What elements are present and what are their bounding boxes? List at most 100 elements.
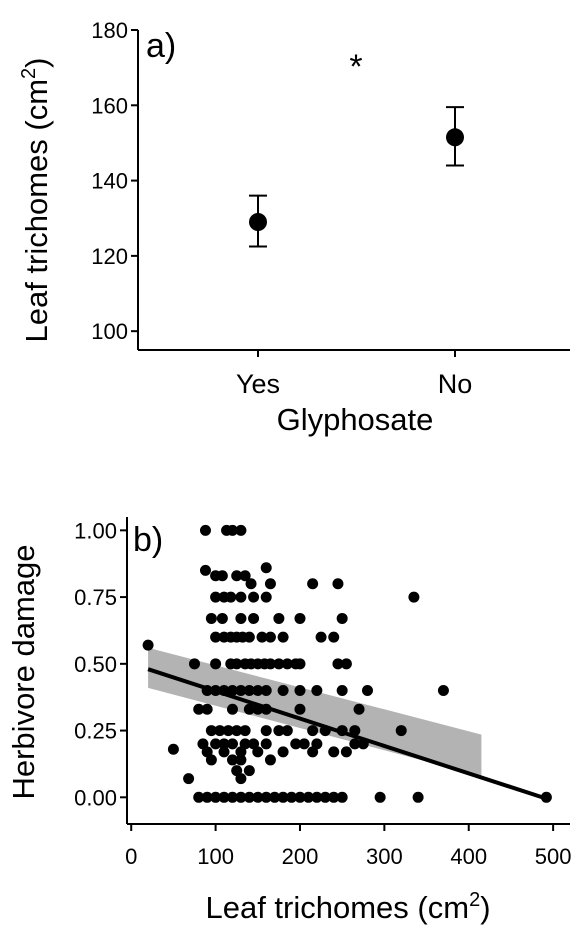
data-point (222, 725, 234, 737)
mean-point (446, 128, 464, 147)
data-point (193, 791, 205, 803)
data-point (226, 524, 238, 536)
data-point (311, 685, 323, 697)
data-point (264, 754, 276, 766)
data-point (294, 658, 306, 670)
data-point (328, 746, 340, 758)
data-point (273, 725, 285, 737)
panel-b-label: b) (133, 521, 163, 559)
data-point (243, 765, 255, 777)
data-point (311, 791, 323, 803)
data-point (294, 791, 306, 803)
data-point (243, 791, 255, 803)
data-point (226, 791, 238, 803)
data-point (210, 738, 222, 750)
data-point (328, 791, 340, 803)
data-point (260, 685, 272, 697)
panel-b-x-tick-label: 300 (366, 844, 403, 869)
data-point (235, 524, 247, 536)
data-point (336, 791, 348, 803)
data-point (226, 685, 238, 697)
data-point (216, 570, 228, 582)
data-point (216, 612, 228, 624)
data-point (231, 658, 243, 670)
data-point (336, 685, 348, 697)
panel-b-y-axis-label: Herbivore damage (6, 544, 41, 799)
data-point (340, 746, 352, 758)
data-point (298, 738, 310, 750)
data-point (277, 685, 289, 697)
data-point (252, 746, 264, 758)
data-point (199, 564, 211, 576)
data-point (264, 578, 276, 590)
panel-b-x-tick-label: 500 (535, 844, 572, 869)
data-point (336, 612, 348, 624)
data-point (201, 791, 213, 803)
panel-b-x-tick-label: 400 (450, 844, 487, 869)
data-point (319, 791, 331, 803)
data-point (294, 685, 306, 697)
data-point (142, 639, 154, 651)
panel-b-y-tick-label: 1.00 (74, 518, 117, 543)
data-point (302, 791, 314, 803)
data-point (260, 738, 272, 750)
data-point (243, 685, 255, 697)
data-point (277, 746, 289, 758)
panel-a-label: a) (146, 27, 176, 65)
data-point (290, 738, 302, 750)
data-point (183, 773, 195, 785)
data-point (235, 791, 247, 803)
data-point (408, 591, 420, 603)
data-point (307, 725, 319, 737)
data-point (248, 591, 260, 603)
data-point (235, 612, 247, 624)
data-point (269, 791, 281, 803)
data-point (315, 631, 327, 643)
data-point (226, 754, 238, 766)
data-point (205, 612, 217, 624)
data-point (349, 738, 361, 750)
data-point (281, 658, 293, 670)
data-point (349, 725, 361, 737)
panel-b-x-axis-label: Leaf trichomes (cm2) (205, 889, 490, 925)
data-point (235, 754, 247, 766)
panel-b-chart: 0.00 0.25 0.50 0.75 1.00 0 100 200 300 400 500 b)… (6, 517, 571, 925)
data-point (277, 791, 289, 803)
data-point (264, 631, 276, 643)
data-point (256, 631, 268, 643)
panel-a-category-label: Yes (236, 369, 280, 399)
data-point (235, 746, 247, 758)
data-point (231, 570, 243, 582)
data-point (361, 685, 373, 697)
data-point (264, 658, 276, 670)
data-point (260, 725, 272, 737)
panel-a-y-tick-label: 100 (91, 319, 128, 344)
data-point (235, 773, 247, 785)
panel-a-y-tick-label: 120 (91, 244, 128, 269)
data-point (189, 658, 201, 670)
data-point (328, 631, 340, 643)
data-point (205, 754, 217, 766)
data-point (252, 791, 264, 803)
panel-a-category-label: No (438, 369, 473, 399)
data-point (243, 631, 255, 643)
panel-b-x-tick-label: 0 (125, 844, 137, 869)
data-point (218, 738, 230, 750)
data-point (210, 591, 222, 603)
panel-b-y-tick-label: 0.25 (74, 719, 117, 744)
data-point (332, 578, 344, 590)
panel-b-y-tick-label: 0.75 (74, 585, 117, 610)
data-point (307, 578, 319, 590)
data-point (239, 570, 251, 582)
data-point (235, 591, 247, 603)
data-point (218, 746, 230, 758)
data-point (437, 685, 449, 697)
data-point (412, 791, 424, 803)
data-point (374, 791, 386, 803)
data-point (260, 791, 272, 803)
data-point (231, 725, 243, 737)
data-point (210, 791, 222, 803)
data-point (226, 703, 238, 715)
data-point (277, 631, 289, 643)
